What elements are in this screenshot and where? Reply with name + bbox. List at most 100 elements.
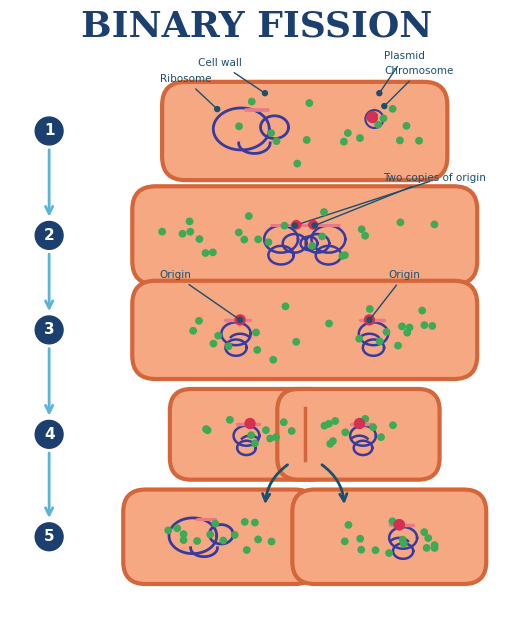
Circle shape [345, 130, 351, 136]
Circle shape [394, 520, 404, 530]
Circle shape [190, 327, 196, 334]
Circle shape [294, 161, 301, 167]
Circle shape [210, 249, 216, 255]
Circle shape [254, 347, 261, 353]
Circle shape [252, 440, 258, 446]
Circle shape [179, 231, 186, 237]
Circle shape [419, 308, 426, 314]
FancyBboxPatch shape [123, 490, 317, 584]
Circle shape [357, 135, 363, 141]
Circle shape [242, 519, 248, 525]
Circle shape [265, 239, 271, 246]
Circle shape [235, 315, 245, 325]
Text: 5: 5 [44, 529, 54, 544]
Circle shape [281, 419, 287, 425]
Circle shape [273, 138, 280, 144]
Circle shape [253, 329, 259, 335]
Circle shape [246, 213, 252, 219]
Circle shape [342, 252, 348, 259]
Circle shape [390, 105, 396, 112]
Circle shape [252, 520, 258, 526]
Circle shape [399, 536, 406, 542]
Circle shape [309, 242, 316, 249]
Circle shape [268, 130, 274, 136]
Circle shape [241, 236, 247, 243]
Circle shape [292, 221, 301, 229]
Circle shape [431, 542, 438, 548]
Circle shape [366, 306, 373, 312]
Circle shape [332, 418, 338, 424]
Circle shape [273, 434, 279, 440]
Circle shape [35, 316, 63, 344]
Circle shape [378, 434, 384, 440]
Circle shape [231, 532, 238, 538]
Circle shape [309, 221, 318, 229]
Circle shape [425, 535, 431, 541]
Circle shape [370, 424, 376, 430]
Circle shape [203, 250, 209, 256]
Circle shape [364, 315, 374, 325]
Circle shape [165, 527, 172, 533]
Circle shape [358, 547, 364, 553]
Circle shape [35, 221, 63, 249]
Text: BINARY FISSION: BINARY FISSION [81, 9, 433, 43]
Circle shape [403, 123, 410, 129]
Circle shape [356, 335, 362, 342]
Circle shape [263, 427, 269, 433]
Circle shape [367, 317, 372, 322]
Circle shape [327, 441, 334, 447]
Circle shape [227, 417, 233, 423]
FancyBboxPatch shape [277, 389, 439, 480]
FancyBboxPatch shape [292, 490, 486, 584]
Circle shape [382, 104, 387, 108]
Circle shape [220, 538, 227, 544]
Circle shape [180, 537, 187, 543]
Text: 2: 2 [44, 228, 54, 243]
Circle shape [282, 303, 289, 309]
Circle shape [339, 253, 345, 259]
Circle shape [341, 138, 347, 145]
Circle shape [372, 547, 379, 554]
Circle shape [35, 420, 63, 448]
Circle shape [203, 426, 209, 432]
Circle shape [288, 428, 295, 434]
Circle shape [205, 427, 211, 433]
Circle shape [303, 137, 310, 143]
Text: Ribosome: Ribosome [160, 74, 215, 107]
Circle shape [383, 329, 390, 335]
Circle shape [377, 338, 383, 345]
Circle shape [326, 321, 332, 327]
Text: Two copies of origin: Two copies of origin [317, 173, 486, 224]
Circle shape [35, 117, 63, 145]
FancyBboxPatch shape [162, 82, 447, 180]
Circle shape [194, 538, 200, 544]
Circle shape [312, 223, 317, 228]
Circle shape [399, 323, 405, 330]
Circle shape [268, 538, 274, 545]
Circle shape [342, 429, 348, 435]
Circle shape [326, 420, 332, 427]
Circle shape [386, 550, 392, 556]
Circle shape [397, 219, 403, 226]
Circle shape [431, 221, 437, 228]
Circle shape [355, 418, 364, 428]
Circle shape [196, 317, 202, 324]
Circle shape [180, 531, 187, 538]
Circle shape [377, 91, 382, 95]
Circle shape [362, 232, 369, 239]
Circle shape [421, 529, 428, 535]
Circle shape [212, 520, 218, 527]
Circle shape [358, 226, 365, 232]
Circle shape [429, 323, 435, 329]
Circle shape [187, 229, 193, 235]
Text: Plasmid: Plasmid [381, 51, 425, 91]
Circle shape [321, 209, 327, 215]
Circle shape [35, 523, 63, 551]
Circle shape [389, 518, 396, 525]
FancyBboxPatch shape [285, 412, 325, 456]
Circle shape [400, 541, 407, 547]
Circle shape [395, 342, 401, 349]
Circle shape [416, 138, 422, 144]
Circle shape [267, 435, 273, 441]
Circle shape [225, 343, 232, 350]
